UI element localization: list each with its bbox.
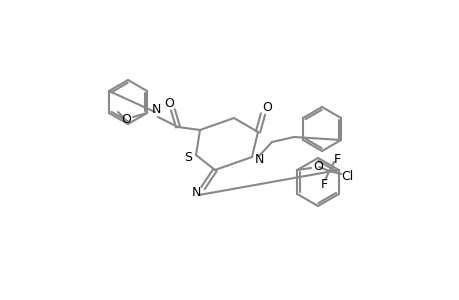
Text: Cl: Cl bbox=[341, 169, 353, 182]
Text: N: N bbox=[254, 152, 263, 166]
Text: F: F bbox=[320, 178, 327, 190]
Text: O: O bbox=[164, 97, 174, 110]
Text: F: F bbox=[333, 152, 340, 166]
Text: O: O bbox=[313, 160, 323, 172]
Text: S: S bbox=[184, 151, 191, 164]
Text: N: N bbox=[151, 103, 160, 116]
Text: N: N bbox=[191, 187, 200, 200]
Text: O: O bbox=[262, 100, 271, 113]
Text: O: O bbox=[121, 112, 131, 125]
